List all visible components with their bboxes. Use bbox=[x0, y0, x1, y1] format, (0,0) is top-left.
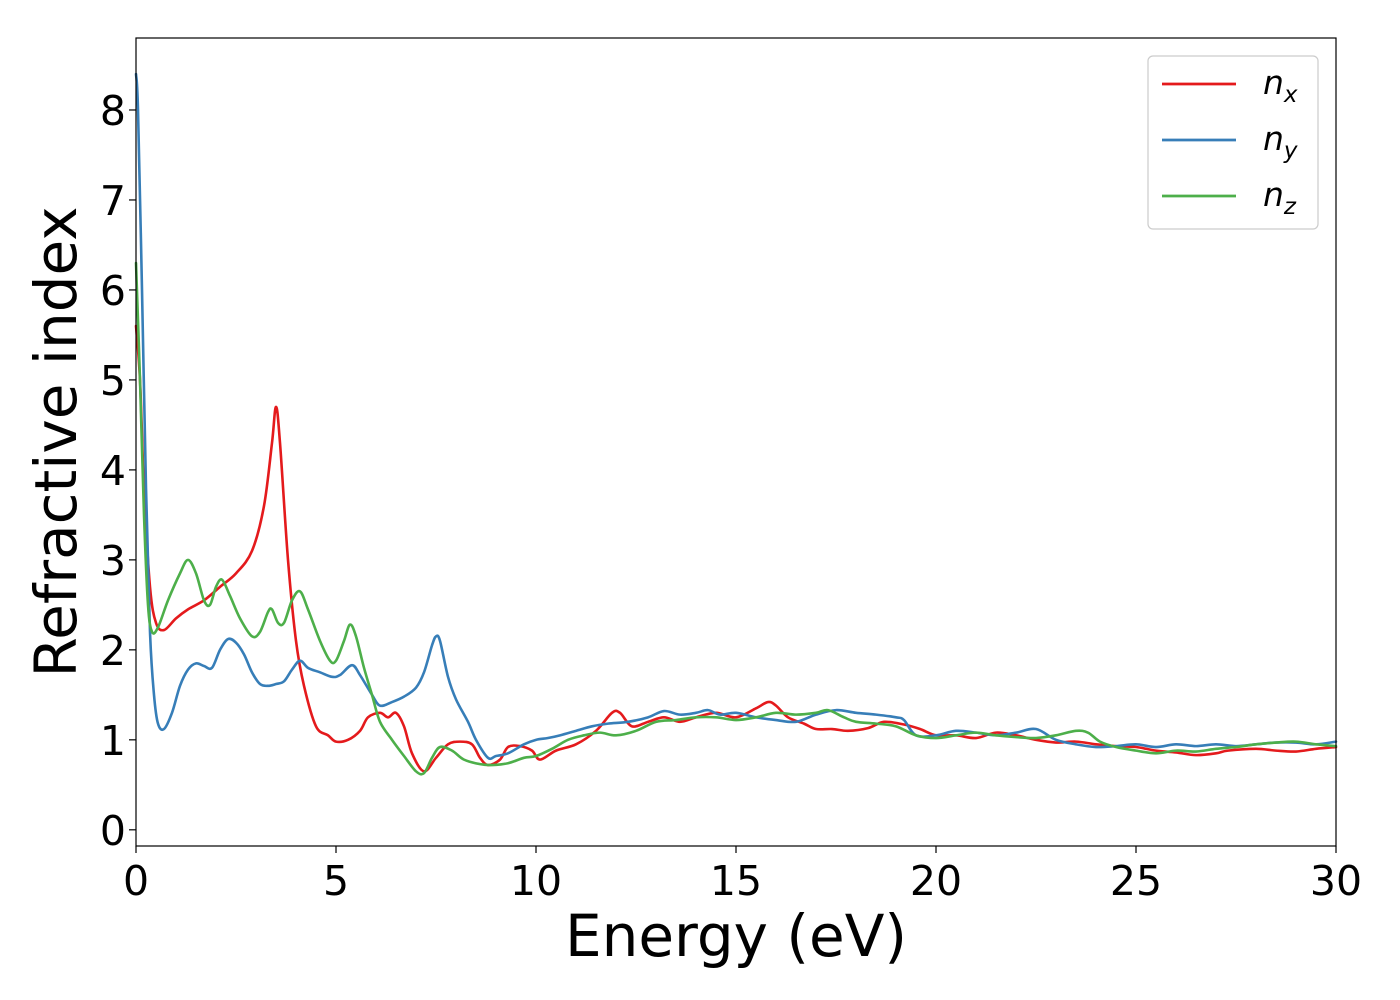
x-tick-label: 10 bbox=[510, 857, 562, 905]
x-tick-label: 0 bbox=[123, 857, 149, 905]
y-axis: 0 1 2 3 4 5 6 7 8 bbox=[100, 87, 136, 855]
y-tick-label: 2 bbox=[100, 627, 126, 675]
y-tick-label: 5 bbox=[100, 357, 126, 405]
x-tick-label: 15 bbox=[710, 857, 762, 905]
legend: nx ny nz bbox=[1147, 55, 1319, 230]
legend-label-n-x: nx bbox=[1263, 63, 1298, 108]
x-tick-label: 30 bbox=[1310, 857, 1362, 905]
series-line-n-z bbox=[134, 261, 1338, 776]
series-line-n-y bbox=[134, 72, 1338, 761]
legend-label-n-z: nz bbox=[1263, 175, 1297, 220]
x-axis-title: Energy (eV) bbox=[565, 902, 907, 970]
x-axis: 0 5 10 15 20 25 30 bbox=[123, 846, 1362, 905]
y-tick-label: 6 bbox=[100, 267, 126, 315]
y-axis-title: Refractive index bbox=[22, 206, 90, 677]
y-tick-label: 0 bbox=[100, 807, 126, 855]
x-tick-label: 25 bbox=[1110, 857, 1162, 905]
x-tick-label: 5 bbox=[323, 857, 349, 905]
x-tick-label: 20 bbox=[910, 857, 962, 905]
y-tick-label: 3 bbox=[100, 537, 126, 585]
series-layer bbox=[134, 72, 1338, 776]
legend-box bbox=[1147, 55, 1319, 230]
y-tick-label: 4 bbox=[100, 447, 126, 495]
y-tick-label: 8 bbox=[100, 87, 126, 135]
series-line-n-x bbox=[134, 324, 1338, 773]
y-tick-label: 1 bbox=[100, 717, 126, 765]
y-tick-label: 7 bbox=[100, 177, 126, 225]
legend-label-n-y: ny bbox=[1263, 119, 1298, 164]
